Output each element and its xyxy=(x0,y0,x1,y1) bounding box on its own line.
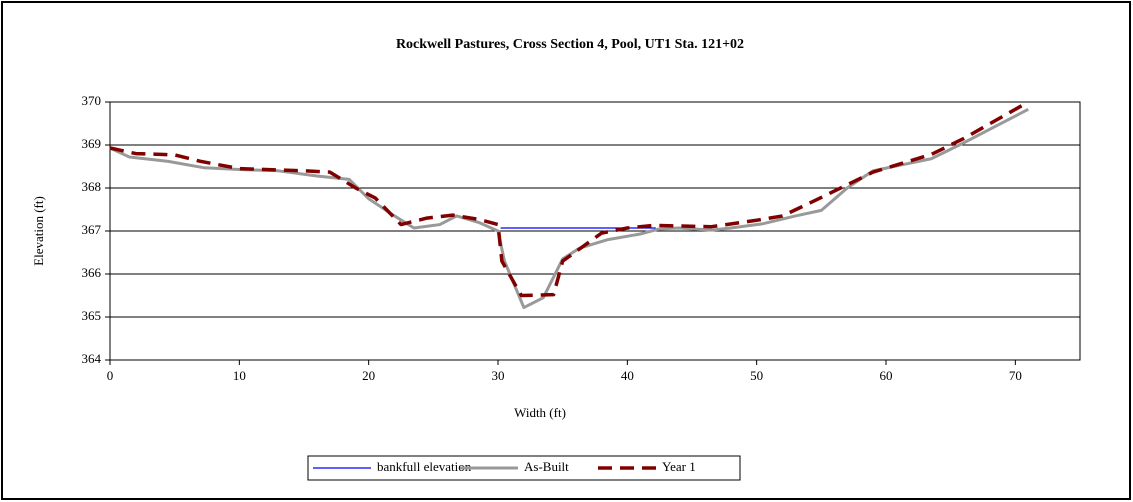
chart-title: Rockwell Pastures, Cross Section 4, Pool… xyxy=(396,37,744,52)
x-tick-label: 0 xyxy=(107,368,114,383)
x-tick-label: 50 xyxy=(750,368,763,383)
legend-label: bankfull elevation xyxy=(377,459,472,474)
legend-label: As-Built xyxy=(524,459,569,474)
y-tick-label: 369 xyxy=(82,136,102,151)
x-tick-label: 20 xyxy=(362,368,375,383)
x-axis-label: Width (ft) xyxy=(514,405,566,420)
x-tick-label: 30 xyxy=(492,368,505,383)
series-line xyxy=(109,100,1030,298)
x-tick-label: 40 xyxy=(621,368,634,383)
x-tick-label: 70 xyxy=(1009,368,1022,383)
y-tick-label: 368 xyxy=(82,179,102,194)
y-tick-label: 367 xyxy=(82,222,102,237)
y-tick-label: 370 xyxy=(82,93,102,108)
x-tick-label: 60 xyxy=(880,368,893,383)
series-line xyxy=(109,107,1029,310)
x-tick-label: 10 xyxy=(233,368,246,383)
plot-area xyxy=(109,101,1081,361)
y-tick-label: 365 xyxy=(82,308,102,323)
y-tick-label: 366 xyxy=(82,265,102,280)
y-tick-label: 364 xyxy=(82,351,102,366)
y-axis-label: Elevation (ft) xyxy=(31,196,46,266)
legend-label: Year 1 xyxy=(662,459,696,474)
legend xyxy=(307,455,741,481)
